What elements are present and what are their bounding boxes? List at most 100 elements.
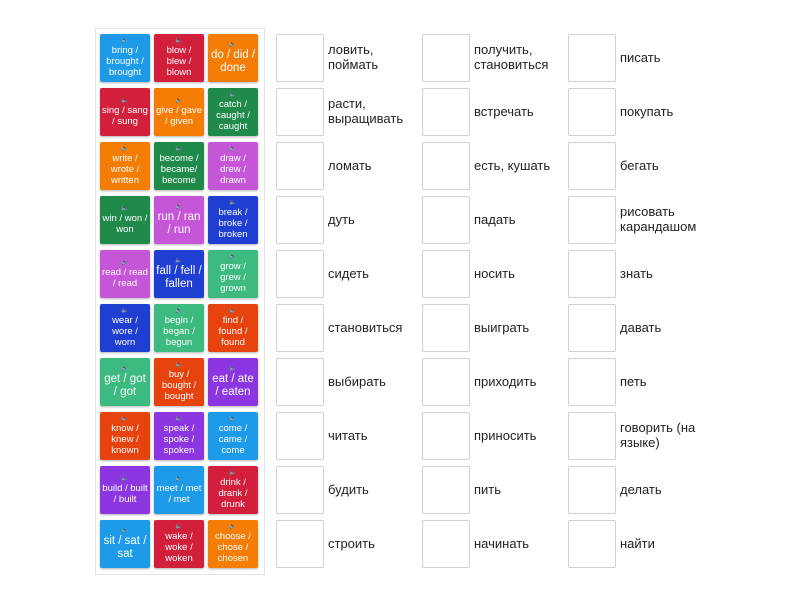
speaker-icon[interactable]: 🔈 bbox=[229, 470, 237, 476]
speaker-icon[interactable]: 🔈 bbox=[121, 259, 129, 266]
drop-slot[interactable] bbox=[422, 196, 470, 244]
drop-slot[interactable] bbox=[568, 304, 616, 352]
verb-tile[interactable]: 🔈 become / became/ become bbox=[154, 142, 204, 190]
speaker-icon[interactable]: 🔈 bbox=[175, 524, 183, 530]
drop-slot[interactable] bbox=[276, 34, 324, 82]
speaker-icon[interactable]: 🔈 bbox=[175, 203, 183, 210]
verb-tile[interactable]: 🔈 give / gave / given bbox=[154, 88, 204, 136]
drop-slot[interactable] bbox=[276, 142, 324, 190]
verb-tile[interactable]: 🔈 know / knew / known bbox=[100, 412, 150, 460]
speaker-icon[interactable]: 🔈 bbox=[229, 254, 237, 260]
verb-tile[interactable]: 🔈 grow / grew / grown bbox=[208, 250, 258, 298]
verb-tile[interactable]: 🔈 sit / sat / sat bbox=[100, 520, 150, 568]
tile-text: write / wrote / written bbox=[110, 153, 140, 186]
verb-tile[interactable]: 🔈 read / read / read bbox=[100, 250, 150, 298]
drop-slot[interactable] bbox=[276, 250, 324, 298]
verb-tile[interactable]: 🔈 find / found / found bbox=[208, 304, 258, 352]
speaker-icon[interactable]: 🔈 bbox=[175, 362, 183, 368]
speaker-icon[interactable]: 🔈 bbox=[175, 416, 183, 422]
tile-text: know / knew / known bbox=[111, 423, 139, 456]
speaker-icon[interactable]: 🔈 bbox=[121, 205, 129, 212]
speaker-icon[interactable]: 🔈 bbox=[229, 308, 237, 314]
drop-slot[interactable] bbox=[568, 358, 616, 406]
tile-text: read / read / read bbox=[102, 266, 148, 289]
verb-tile[interactable]: 🔈 do / did / done bbox=[208, 34, 258, 82]
drop-slot[interactable] bbox=[422, 412, 470, 460]
drop-slot[interactable] bbox=[568, 34, 616, 82]
verb-tile[interactable]: 🔈 meet / met / met bbox=[154, 466, 204, 514]
drop-slot[interactable] bbox=[422, 466, 470, 514]
verb-tile[interactable]: 🔈 wake / woke / woken bbox=[154, 520, 204, 568]
verb-tile[interactable]: 🔈 draw / drew / drawn bbox=[208, 142, 258, 190]
target-label: есть, кушать bbox=[474, 157, 551, 173]
drop-slot[interactable] bbox=[276, 412, 324, 460]
tile-text: win / won / won bbox=[102, 212, 148, 235]
verb-tile[interactable]: 🔈 fall / fell / fallen bbox=[154, 250, 204, 298]
tile-text: do / did / done bbox=[210, 48, 256, 74]
verb-tile[interactable]: 🔈 bring / brought / brought bbox=[100, 34, 150, 82]
drop-slot[interactable] bbox=[276, 88, 324, 136]
drop-slot[interactable] bbox=[276, 358, 324, 406]
verb-tile[interactable]: 🔈 catch / caught / caught bbox=[208, 88, 258, 136]
verb-tile[interactable]: 🔈 wear / wore / worn bbox=[100, 304, 150, 352]
verb-tile[interactable]: 🔈 blow / blew / blown bbox=[154, 34, 204, 82]
verb-tile[interactable]: 🔈 sing / sang / sung bbox=[100, 88, 150, 136]
speaker-icon[interactable]: 🔈 bbox=[175, 475, 183, 482]
speaker-icon[interactable]: 🔈 bbox=[121, 38, 129, 44]
speaker-icon[interactable]: 🔈 bbox=[229, 416, 237, 422]
speaker-icon[interactable]: 🔈 bbox=[121, 97, 129, 104]
tile-text: meet / met / met bbox=[156, 482, 202, 505]
speaker-icon[interactable]: 🔈 bbox=[121, 308, 129, 314]
tile-text: drink / drank / drunk bbox=[218, 477, 248, 510]
verb-tile[interactable]: 🔈 come / came / come bbox=[208, 412, 258, 460]
speaker-icon[interactable]: 🔈 bbox=[121, 146, 129, 152]
drop-slot[interactable] bbox=[568, 412, 616, 460]
drop-slot[interactable] bbox=[422, 520, 470, 568]
verb-tile[interactable]: 🔈 build / built / built bbox=[100, 466, 150, 514]
speaker-icon[interactable]: 🔈 bbox=[229, 365, 237, 372]
speaker-icon[interactable]: 🔈 bbox=[121, 416, 129, 422]
drop-slot[interactable] bbox=[568, 196, 616, 244]
drop-slot[interactable] bbox=[568, 88, 616, 136]
speaker-icon[interactable]: 🔈 bbox=[175, 308, 183, 314]
drop-slot[interactable] bbox=[276, 466, 324, 514]
drop-slot[interactable] bbox=[568, 466, 616, 514]
speaker-icon[interactable]: 🔈 bbox=[229, 92, 237, 98]
drop-slot[interactable] bbox=[568, 142, 616, 190]
verb-tile[interactable]: 🔈 speak / spoke / spoken bbox=[154, 412, 204, 460]
verb-tile[interactable]: 🔈 get / got / got bbox=[100, 358, 150, 406]
verb-tile[interactable]: 🔈 choose / chose / chosen bbox=[208, 520, 258, 568]
speaker-icon[interactable]: 🔈 bbox=[229, 41, 237, 48]
verb-tile[interactable]: 🔈 eat / ate / eaten bbox=[208, 358, 258, 406]
verb-tile[interactable]: 🔈 run / ran / run bbox=[154, 196, 204, 244]
speaker-icon[interactable]: 🔈 bbox=[121, 527, 129, 534]
speaker-icon[interactable]: 🔈 bbox=[229, 146, 237, 152]
verb-tile[interactable]: 🔈 begin / began / begun bbox=[154, 304, 204, 352]
speaker-icon[interactable]: 🔈 bbox=[121, 365, 129, 372]
drop-slot[interactable] bbox=[422, 142, 470, 190]
drop-slot[interactable] bbox=[568, 520, 616, 568]
speaker-icon[interactable]: 🔈 bbox=[175, 97, 183, 104]
verb-tile[interactable]: 🔈 write / wrote / written bbox=[100, 142, 150, 190]
drop-slot[interactable] bbox=[422, 88, 470, 136]
target-label: писать bbox=[620, 49, 661, 65]
drop-slot[interactable] bbox=[568, 250, 616, 298]
drop-slot[interactable] bbox=[422, 34, 470, 82]
speaker-icon[interactable]: 🔈 bbox=[175, 257, 183, 264]
verb-tile[interactable]: 🔈 break / broke / broken bbox=[208, 196, 258, 244]
verb-tile[interactable]: 🔈 drink / drank / drunk bbox=[208, 466, 258, 514]
drop-slot[interactable] bbox=[276, 196, 324, 244]
speaker-icon[interactable]: 🔈 bbox=[121, 475, 129, 482]
speaker-icon[interactable]: 🔈 bbox=[175, 146, 183, 152]
speaker-icon[interactable]: 🔈 bbox=[229, 200, 237, 206]
drop-slot[interactable] bbox=[276, 520, 324, 568]
drop-slot[interactable] bbox=[276, 304, 324, 352]
target-label: встречать bbox=[474, 103, 534, 119]
verb-tile[interactable]: 🔈 buy / bought / bought bbox=[154, 358, 204, 406]
speaker-icon[interactable]: 🔈 bbox=[229, 524, 237, 530]
speaker-icon[interactable]: 🔈 bbox=[175, 38, 183, 44]
drop-slot[interactable] bbox=[422, 250, 470, 298]
drop-slot[interactable] bbox=[422, 304, 470, 352]
verb-tile[interactable]: 🔈 win / won / won bbox=[100, 196, 150, 244]
drop-slot[interactable] bbox=[422, 358, 470, 406]
